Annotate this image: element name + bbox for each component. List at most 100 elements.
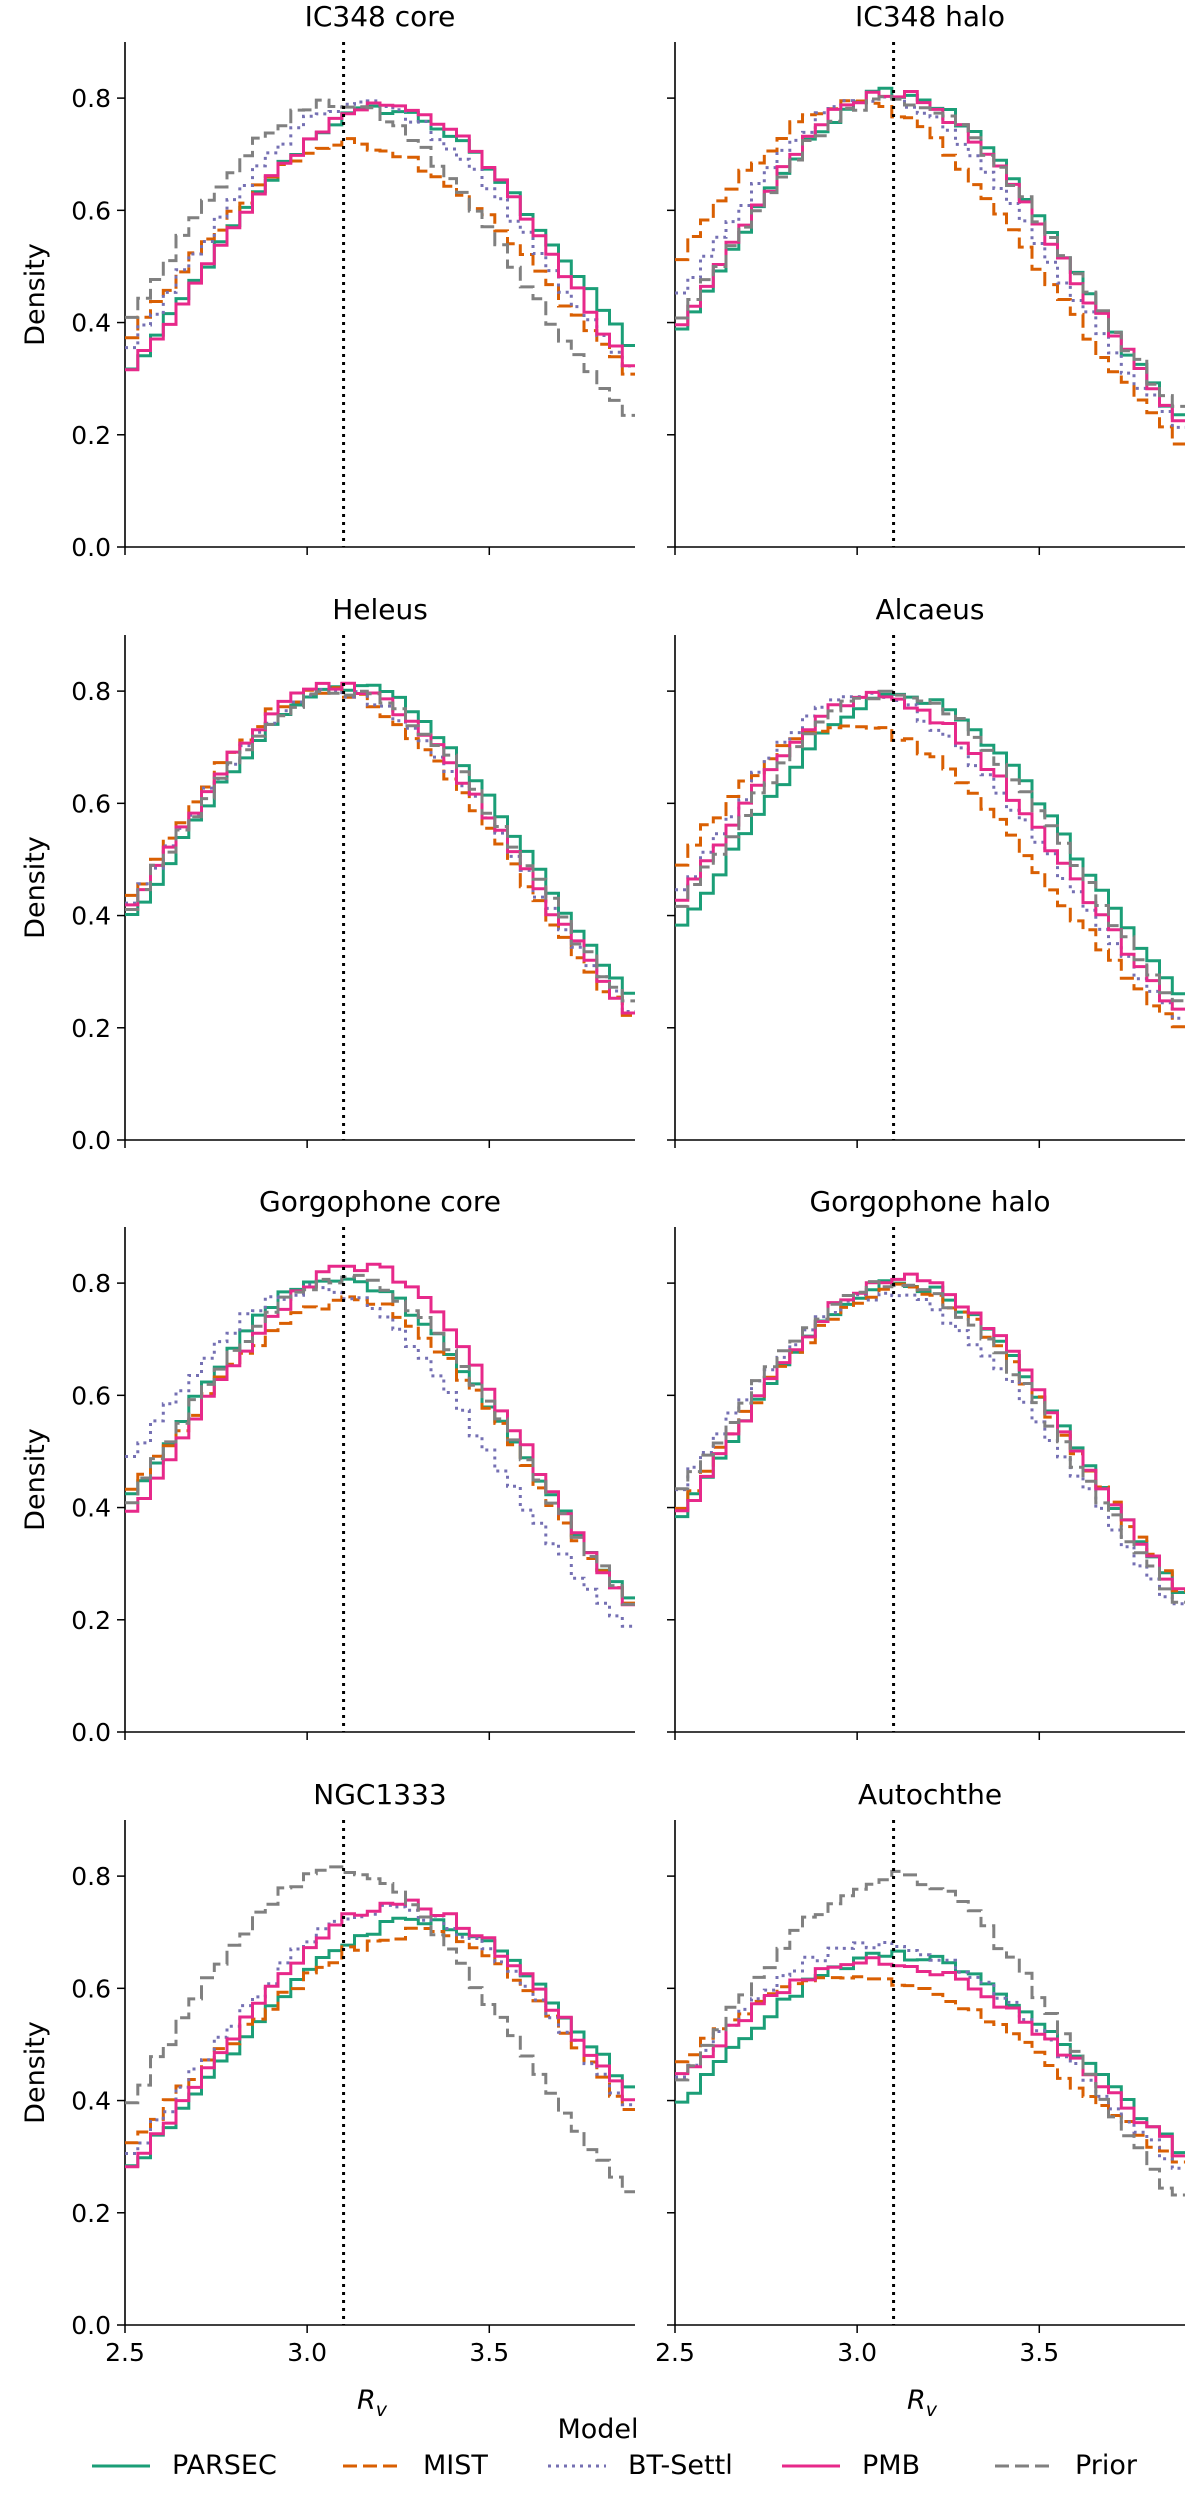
panel-title: Alcaeus <box>875 593 984 626</box>
series-parsec <box>125 1277 635 1600</box>
y-tick-label: 0.4 <box>71 1494 111 1523</box>
series-prior <box>125 98 635 417</box>
series-pmb <box>125 681 635 1015</box>
series-pmb <box>125 101 635 372</box>
panel-title: IC348 halo <box>855 0 1005 33</box>
panel-title: NGC1333 <box>313 1778 446 1811</box>
series-prior <box>675 1280 1185 1604</box>
series-group <box>125 1865 635 2194</box>
series-group <box>675 1869 1185 2197</box>
y-tick-label: 0.0 <box>71 2311 111 2340</box>
series-bt-settl <box>125 1283 635 1628</box>
x-tick-label: 3.0 <box>837 2338 877 2367</box>
panel-title: Gorgophone halo <box>809 1185 1050 1218</box>
x-tick-label: 3.5 <box>1019 2338 1059 2367</box>
y-tick-label: 0.8 <box>71 84 111 113</box>
series-prior <box>675 95 1185 408</box>
series-group <box>675 86 1185 446</box>
series-prior <box>125 1273 635 1606</box>
series-mist <box>125 686 635 1017</box>
series-group <box>675 1272 1185 1606</box>
legend-entry-pmb: PMB <box>782 2450 920 2481</box>
series-group <box>125 681 635 1017</box>
panel-3: Heleus 0.0 0.2 0.4 0.6 0.8 Density <box>20 593 635 1155</box>
series-group <box>125 1262 635 1628</box>
series-prior <box>675 1869 1185 2197</box>
x-axis-label-main: R <box>907 2385 926 2416</box>
y-tick-label: 0.0 <box>71 1718 111 1747</box>
x-tick-label: 3.0 <box>287 2338 327 2367</box>
x-tick-label: 2.5 <box>105 2338 145 2367</box>
y-axis-label: Density <box>20 1428 51 1531</box>
y-tick-label: 0.2 <box>71 421 111 450</box>
panel-title: Autochthe <box>858 1778 1002 1811</box>
panel-8: Autochthe 2.5 3.0 3.5 Rv <box>655 1778 1185 2421</box>
panel-7: NGC1333 0.0 0.2 0.4 0.6 0.8 2.5 3.0 3.5 Density Rv <box>20 1778 635 2421</box>
y-tick-label: 0.6 <box>71 1381 111 1410</box>
legend-entry-mist: MIST <box>343 2450 488 2481</box>
series-parsec <box>125 1916 635 2168</box>
y-tick-label: 0.2 <box>71 1014 111 1043</box>
panel-title: Gorgophone core <box>259 1185 501 1218</box>
series-bt-settl <box>675 1941 1185 2170</box>
y-tick-label: 0.2 <box>71 2199 111 2228</box>
legend-entries: PARSEC MIST BT-Settl PMB Prior <box>92 2450 1138 2481</box>
panel-4: Alcaeus <box>667 593 1185 1148</box>
panel-title: IC348 core <box>305 0 456 33</box>
y-tick-label: 0.0 <box>71 533 111 562</box>
legend-title: Model <box>557 2414 638 2445</box>
panel-6: Gorgophone halo <box>667 1185 1185 1740</box>
series-mist <box>125 1295 635 1605</box>
x-axis-label: Rv <box>907 2385 938 2421</box>
panel-2: IC348 halo <box>667 0 1185 555</box>
series-group <box>675 689 1185 1029</box>
y-axis-label: Density <box>20 836 51 939</box>
x-tick-label: 3.5 <box>469 2338 509 2367</box>
series-mist <box>125 137 635 376</box>
legend-entry-parsec: PARSEC <box>92 2450 277 2481</box>
legend-entry-bt-settl: BT-Settl <box>548 2450 733 2481</box>
series-pmb <box>125 1898 635 2169</box>
y-tick-label: 0.6 <box>71 1974 111 2003</box>
x-axis-label: Rv <box>357 2385 388 2421</box>
series-prior <box>675 689 1185 1003</box>
y-tick-label: 0.4 <box>71 902 111 931</box>
series-bt-settl <box>125 99 635 368</box>
panel-5: Gorgophone core 0.0 0.2 0.4 0.6 0.8 Density <box>20 1185 635 1747</box>
y-tick-label: 0.4 <box>71 2087 111 2116</box>
series-prior <box>125 689 635 1003</box>
x-axis-label-main: R <box>357 2385 376 2416</box>
y-tick-label: 0.0 <box>71 1126 111 1155</box>
series-mist <box>675 99 1185 446</box>
series-mist <box>675 1282 1185 1593</box>
series-bt-settl <box>675 95 1185 429</box>
y-tick-label: 0.4 <box>71 309 111 338</box>
y-tick-label: 0.6 <box>71 196 111 225</box>
legend-label: PARSEC <box>172 2450 277 2481</box>
legend: Model PARSEC MIST BT-Settl PMB Prior <box>92 2414 1138 2481</box>
y-tick-label: 0.8 <box>71 677 111 706</box>
y-axis-label: Density <box>20 243 51 346</box>
legend-label: BT-Settl <box>628 2450 733 2481</box>
y-tick-label: 0.8 <box>71 1269 111 1298</box>
legend-label: MIST <box>423 2450 488 2481</box>
panel-1: IC348 core 0.0 0.2 0.4 0.6 0.8 Density <box>20 0 635 562</box>
y-axis-label: Density <box>20 2021 51 2124</box>
panels-layer: IC348 core 0.0 0.2 0.4 0.6 0.8 Density IC348 ha… <box>20 0 1185 2421</box>
series-bt-settl <box>125 1903 635 2155</box>
series-parsec <box>125 683 635 995</box>
series-bt-settl <box>675 1291 1185 1606</box>
series-bt-settl <box>675 691 1185 1020</box>
series-parsec <box>675 1279 1185 1594</box>
series-bt-settl <box>125 688 635 1013</box>
panel-title: Heleus <box>332 593 428 626</box>
legend-label: Prior <box>1075 2450 1138 2481</box>
y-tick-label: 0.2 <box>71 1606 111 1635</box>
y-tick-label: 0.6 <box>71 789 111 818</box>
legend-entry-prior: Prior <box>995 2450 1138 2481</box>
y-tick-label: 0.8 <box>71 1862 111 1891</box>
legend-label: PMB <box>862 2450 920 2481</box>
series-pmb <box>675 1272 1185 1591</box>
x-axis-label-sub: v <box>926 2399 938 2421</box>
